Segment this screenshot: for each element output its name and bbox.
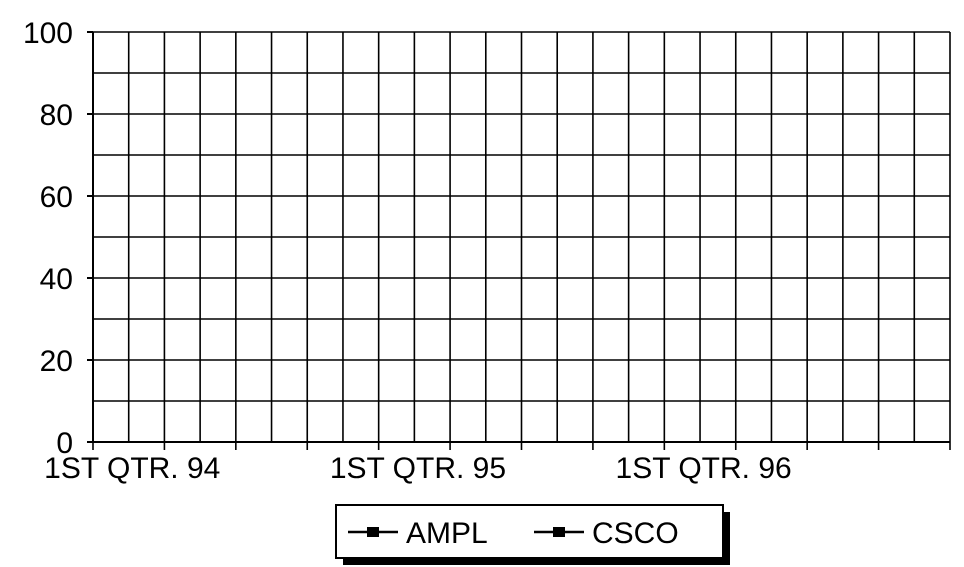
y-tick-label: 0: [56, 427, 73, 460]
legend-label: CSCO: [592, 517, 679, 550]
x-axis-tick-labels: 1ST QTR. 94 1ST QTR. 95 1ST QTR. 96: [44, 452, 792, 485]
legend: AMPL CSCO: [335, 504, 730, 565]
chart-grid: [92, 31, 951, 450]
y-axis-tick-labels: 0 20 40 60 80 100: [23, 17, 73, 460]
y-tick-label: 60: [40, 181, 73, 214]
legend-square-marker: [367, 527, 379, 537]
y-tick-label: 100: [23, 17, 73, 50]
x-tick-label: 1ST QTR. 95: [330, 452, 506, 485]
legend-label: AMPL: [406, 517, 488, 550]
y-tick-label: 40: [40, 263, 73, 296]
x-tick-label: 1ST QTR. 96: [616, 452, 792, 485]
y-tick-label: 20: [40, 345, 73, 378]
legend-square-marker: [553, 527, 565, 537]
y-tick-label: 80: [40, 99, 73, 132]
legend-box: [335, 504, 724, 559]
chart-axes: [87, 31, 950, 443]
x-tick-label: 1ST QTR. 94: [44, 452, 220, 485]
